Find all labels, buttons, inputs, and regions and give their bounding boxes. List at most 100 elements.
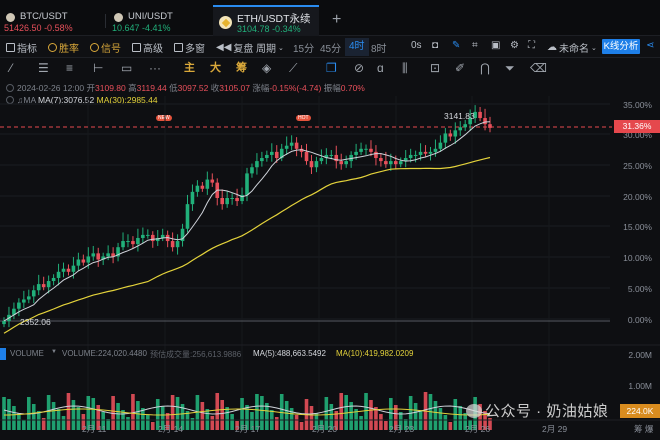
candle-pattern-icon[interactable]: ⫼ bbox=[402, 61, 408, 75]
symbol-tab-bar: BTC/USDT 51426.50 -0.58% UNI/USDT 10.647… bbox=[0, 0, 660, 36]
parallel-lines-icon[interactable]: ☰ bbox=[38, 61, 49, 75]
tab-eth-usdt-perp[interactable]: ETH/USDT永续 3104.78 -0.34% bbox=[213, 5, 319, 36]
chevron-down-icon: ⌄ bbox=[278, 44, 284, 52]
bnb-coin-icon bbox=[219, 16, 232, 29]
magic-tool-icon[interactable]: ◈ bbox=[262, 61, 272, 75]
note-icon[interactable]: ✐ bbox=[455, 61, 466, 75]
x-tick: 2月 20 bbox=[312, 424, 338, 434]
x-tick: 2月 26 bbox=[465, 424, 491, 434]
x-tick: 2月 23 bbox=[389, 424, 415, 434]
horizontal-lines-icon[interactable]: ≡ bbox=[66, 61, 74, 75]
y-tick: 30.00% bbox=[623, 130, 652, 140]
crop-icon[interactable]: ⌗ bbox=[472, 40, 478, 51]
brush-icon[interactable]: ɑ bbox=[377, 61, 384, 75]
x-tick: 2月 29 bbox=[542, 424, 568, 434]
rewind-icon: ◀◀ bbox=[216, 42, 232, 53]
hot-badge: HOT bbox=[296, 115, 311, 121]
template-icon[interactable]: ▣ bbox=[491, 40, 501, 51]
replay-button[interactable]: ◀◀ 复盘 bbox=[216, 42, 254, 55]
advanced-button[interactable]: 高级 bbox=[132, 40, 163, 55]
rectangle-icon[interactable]: ▭ bbox=[121, 61, 133, 75]
advanced-icon bbox=[132, 43, 141, 52]
measure-tool-icon[interactable]: ⟋ bbox=[289, 61, 298, 75]
add-tab-button[interactable]: + bbox=[332, 11, 342, 28]
tab-uni-usdt[interactable]: UNI/USDT 10.647 -4.41% bbox=[108, 5, 208, 36]
tab-price: 51426.50 -0.58% bbox=[4, 23, 73, 33]
line-tool-icon[interactable]: ⁄ bbox=[10, 61, 13, 75]
chart-toolbar: 指标 胜率 信号 高级 多窗 ◀◀ 复盘 周期 ⌄ 15分 45分 4时 8时 0s… bbox=[0, 36, 660, 58]
volume-tick: 2.00M bbox=[628, 350, 652, 360]
y-tick: 35.00% bbox=[623, 100, 652, 110]
current-price-marker: 31.36% bbox=[614, 120, 660, 133]
trash-icon[interactable]: ⌫ bbox=[530, 61, 547, 75]
x-tick: 2月 11 bbox=[82, 424, 107, 434]
share-icon[interactable]: ⋖ bbox=[646, 40, 655, 51]
interval-4h[interactable]: 4时 bbox=[345, 38, 369, 56]
y-tick: 5.00% bbox=[627, 284, 652, 294]
y-tick: 15.00% bbox=[623, 222, 652, 232]
ruler-icon[interactable]: ⊘ bbox=[354, 61, 365, 75]
lock-icon[interactable]: ⊡ bbox=[430, 61, 441, 75]
y-tick: 25.00% bbox=[623, 161, 652, 171]
period-dropdown[interactable]: 周期 ⌄ bbox=[256, 44, 284, 55]
big-chip-button[interactable]: 大 bbox=[210, 62, 221, 74]
indicators-button[interactable]: 指标 bbox=[6, 40, 37, 55]
interval-8h[interactable]: 8时 bbox=[371, 44, 387, 55]
kline-analysis-button[interactable]: K线分析 bbox=[602, 39, 640, 54]
volume-tick: 1.00M bbox=[628, 381, 652, 391]
interval-45m[interactable]: 45分 bbox=[320, 44, 342, 55]
fullscreen-icon[interactable]: ⛶ bbox=[528, 40, 535, 51]
chart-icon bbox=[6, 43, 15, 52]
volume-header: VOLUME ▼ VOLUME:224,020.4480 预估成交量:256,6… bbox=[0, 348, 660, 360]
tab-symbol: BTC/USDT bbox=[20, 11, 68, 22]
high-annotation: 3141.83 bbox=[444, 111, 475, 121]
signal-icon bbox=[90, 43, 99, 52]
current-volume-marker: 224.0K bbox=[620, 404, 660, 418]
tab-btc-usdt[interactable]: BTC/USDT 51426.50 -0.58% bbox=[0, 5, 104, 36]
low-annotation: 2352.06 bbox=[20, 317, 51, 327]
ohlc-info: 2024-02-26 12:00 开3109.80 高3119.44 低3097… bbox=[0, 82, 660, 110]
collapse-icon[interactable] bbox=[6, 84, 14, 92]
x-tick: 2月 14 bbox=[158, 424, 184, 434]
new-badge: NEW bbox=[156, 115, 172, 121]
winrate-button[interactable]: 胜率 bbox=[48, 40, 79, 55]
more-icon[interactable]: ··· bbox=[149, 61, 161, 75]
countdown: 0s bbox=[411, 40, 422, 51]
y-tick: 20.00% bbox=[623, 192, 652, 202]
y-tick: 10.00% bbox=[623, 253, 652, 263]
filter-icon[interactable]: ⏷ bbox=[505, 61, 515, 75]
cloud-icon: ☁ bbox=[547, 42, 557, 53]
layout-dropdown[interactable]: ☁ 未命名 ⌄ bbox=[547, 42, 597, 55]
signals-button[interactable]: 信号 bbox=[90, 40, 121, 55]
ohlc-row: 2024-02-26 12:00 开3109.80 高3119.44 低3097… bbox=[6, 82, 365, 94]
volume-collapse-handle[interactable] bbox=[0, 348, 6, 360]
gear-icon[interactable]: ⚙ bbox=[510, 40, 519, 51]
pencil-icon[interactable]: ✎ bbox=[452, 40, 461, 51]
footer-tools[interactable]: 筹 爆 bbox=[634, 424, 654, 434]
interval-15m[interactable]: 15分 bbox=[293, 44, 315, 55]
drawing-toolbar: ⁄ ☰ ≡ ⊢ ▭ ··· NEW 主 大 筹 ◈ ⟋ HOT ❐ ⊘ ɑ ⫼ … bbox=[0, 58, 660, 121]
horizontal-ray-icon[interactable]: ⊢ bbox=[93, 61, 104, 75]
uni-coin-icon bbox=[114, 13, 123, 22]
camera-icon[interactable]: ◘ bbox=[432, 40, 439, 51]
multiwindow-icon bbox=[174, 43, 183, 52]
tab-symbol: ETH/USDT永续 bbox=[237, 13, 311, 25]
tab-divider bbox=[105, 14, 106, 28]
tab-price: 10.647 -4.41% bbox=[112, 23, 171, 33]
chevron-down-icon[interactable]: ▼ bbox=[51, 349, 57, 355]
winrate-icon bbox=[48, 43, 57, 52]
bell-icon[interactable]: ♫ bbox=[17, 95, 24, 105]
y-tick: 0.00% bbox=[627, 315, 652, 325]
tab-symbol: UNI/USDT bbox=[128, 11, 173, 22]
watermark: 公众号 · 奶油姑娘 bbox=[466, 400, 608, 421]
magnet-icon[interactable]: ⋂ bbox=[480, 61, 490, 75]
wechat-icon bbox=[466, 404, 482, 418]
chips-button[interactable]: 筹 bbox=[236, 62, 247, 74]
main-chip-button[interactable]: 主 bbox=[184, 62, 195, 74]
x-tick: 2月 17 bbox=[235, 424, 261, 434]
copy-icon[interactable]: ❐ bbox=[326, 61, 337, 75]
multiwindow-button[interactable]: 多窗 bbox=[174, 40, 205, 55]
chevron-down-icon: ⌄ bbox=[591, 44, 597, 52]
